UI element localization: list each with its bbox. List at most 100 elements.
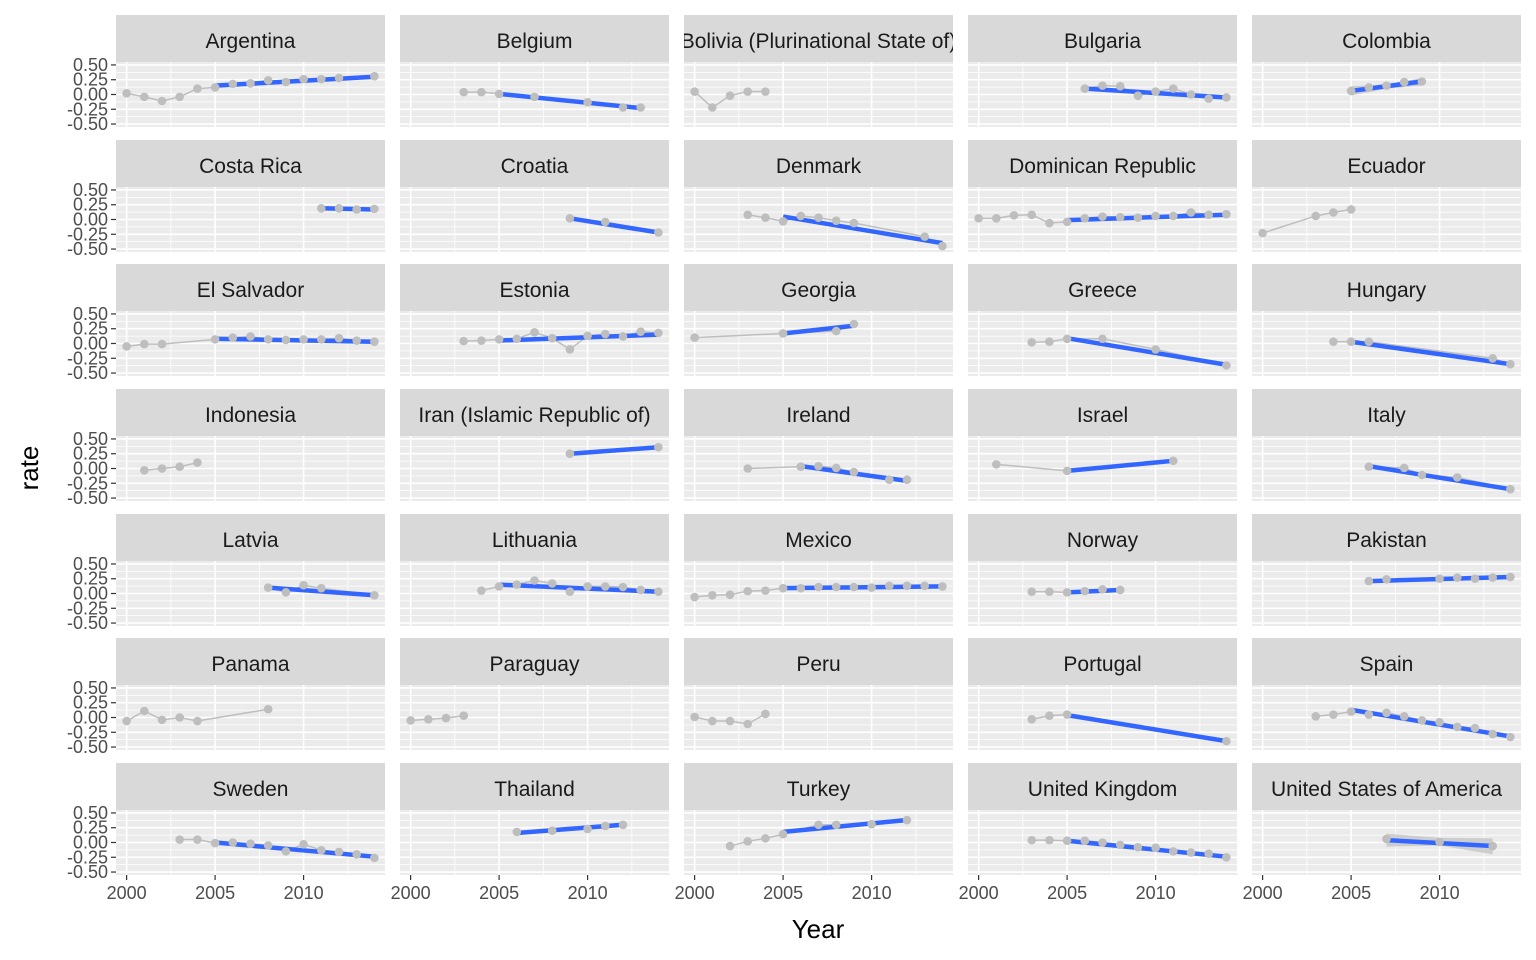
data-point <box>636 103 645 112</box>
y-tick-label: -0.25 <box>67 598 108 618</box>
data-point <box>512 580 522 589</box>
y-tick-label: -0.50 <box>67 239 108 259</box>
data-point <box>1168 456 1178 466</box>
data-point <box>600 329 610 339</box>
data-point <box>370 853 379 863</box>
data-point <box>743 837 753 846</box>
facet-panel: Ecuador <box>1252 140 1521 252</box>
data-point <box>583 582 592 591</box>
data-point <box>867 583 876 592</box>
data-point <box>157 339 167 349</box>
trend-line <box>321 206 375 212</box>
trend-line <box>499 582 659 594</box>
data-point <box>334 847 344 857</box>
facet-strip <box>684 638 953 685</box>
x-tick-label: 2010 <box>1420 883 1460 903</box>
facet-title: United Kingdom <box>1028 778 1177 801</box>
gridlines <box>400 62 669 127</box>
data-point <box>193 716 202 726</box>
facet-panel: Belgium <box>400 15 669 127</box>
facet-panel: Panama <box>116 638 385 750</box>
facet-panels: Argentina Belgium Bolivia (Plurinational S… <box>116 15 1521 875</box>
data-point <box>1382 834 1391 844</box>
data-point <box>370 590 379 600</box>
facet-strip <box>1252 638 1521 685</box>
facet-panel: Portugal <box>968 638 1237 750</box>
data-point <box>1329 710 1338 719</box>
data-point <box>459 336 469 346</box>
facet-panel: Costa Rica <box>116 140 385 252</box>
data-point <box>1133 842 1143 852</box>
facet-strip <box>1252 140 1521 187</box>
data-point <box>1364 83 1374 92</box>
data-point <box>1311 712 1321 721</box>
gridlines <box>400 436 669 501</box>
data-point <box>884 581 894 591</box>
x-tick-label: 2010 <box>284 883 324 903</box>
trend-line <box>214 840 375 859</box>
facet-panel: Hungary <box>1252 264 1521 376</box>
data-point <box>796 211 806 221</box>
y-tick-label: 0.50 <box>73 554 108 574</box>
data-point <box>761 87 770 96</box>
x-tick-label: 2010 <box>1136 883 1176 903</box>
trend-line <box>782 323 855 336</box>
data-point <box>690 712 699 722</box>
data-point <box>831 820 841 830</box>
data-point <box>210 83 220 92</box>
data-point <box>690 333 699 342</box>
facet-panel: United Kingdom <box>968 763 1237 875</box>
data-point <box>175 92 185 102</box>
data-point <box>778 216 788 226</box>
data-point <box>761 834 770 843</box>
y-tick-label: 0.25 <box>73 319 108 339</box>
data-point <box>1506 484 1515 494</box>
facet-strip <box>968 140 1237 187</box>
facet-title: Belgium <box>497 30 573 53</box>
facet-panel: United States of America <box>1252 763 1521 875</box>
data-point <box>352 205 361 214</box>
facet-strip <box>684 389 953 436</box>
data-point <box>690 87 699 96</box>
facet-strip <box>1252 763 1521 810</box>
data-point <box>708 103 717 112</box>
data-point <box>299 839 308 849</box>
data-point <box>1470 723 1480 733</box>
gridlines <box>968 810 1237 875</box>
y-tick-label: 0.50 <box>73 304 108 324</box>
data-point <box>210 335 220 344</box>
gridlines <box>116 810 385 875</box>
data-point <box>494 89 504 99</box>
facet-title: Argentina <box>206 30 296 53</box>
gridlines <box>400 187 669 252</box>
data-point <box>281 77 291 87</box>
data-point <box>743 210 753 220</box>
data-point <box>600 821 610 831</box>
data-point <box>494 335 504 344</box>
data-point <box>210 838 220 848</box>
facet-title: Greece <box>1068 279 1137 302</box>
data-point <box>1399 712 1409 721</box>
data-point <box>512 334 522 344</box>
y-tick-label: 0.25 <box>73 70 108 90</box>
data-point <box>1009 211 1019 220</box>
data-point <box>441 713 451 723</box>
data-point <box>1399 77 1409 87</box>
facet-title: Lithuania <box>492 529 578 552</box>
facet-title: Colombia <box>1342 30 1431 53</box>
data-point <box>1452 473 1462 482</box>
data-point <box>140 92 149 102</box>
facet-strip <box>400 638 669 685</box>
facet-strip <box>968 264 1237 311</box>
gridlines <box>684 561 953 626</box>
gridlines <box>684 311 953 376</box>
data-point <box>1222 361 1231 370</box>
facet-title: Costa Rica <box>199 155 302 178</box>
facet-panel: Argentina <box>116 15 385 127</box>
data-point <box>618 332 628 341</box>
y-tick-label: -0.50 <box>67 363 108 383</box>
data-point <box>157 715 167 725</box>
data-point <box>316 845 326 855</box>
data-point <box>512 827 522 837</box>
series-line <box>1262 208 1352 234</box>
